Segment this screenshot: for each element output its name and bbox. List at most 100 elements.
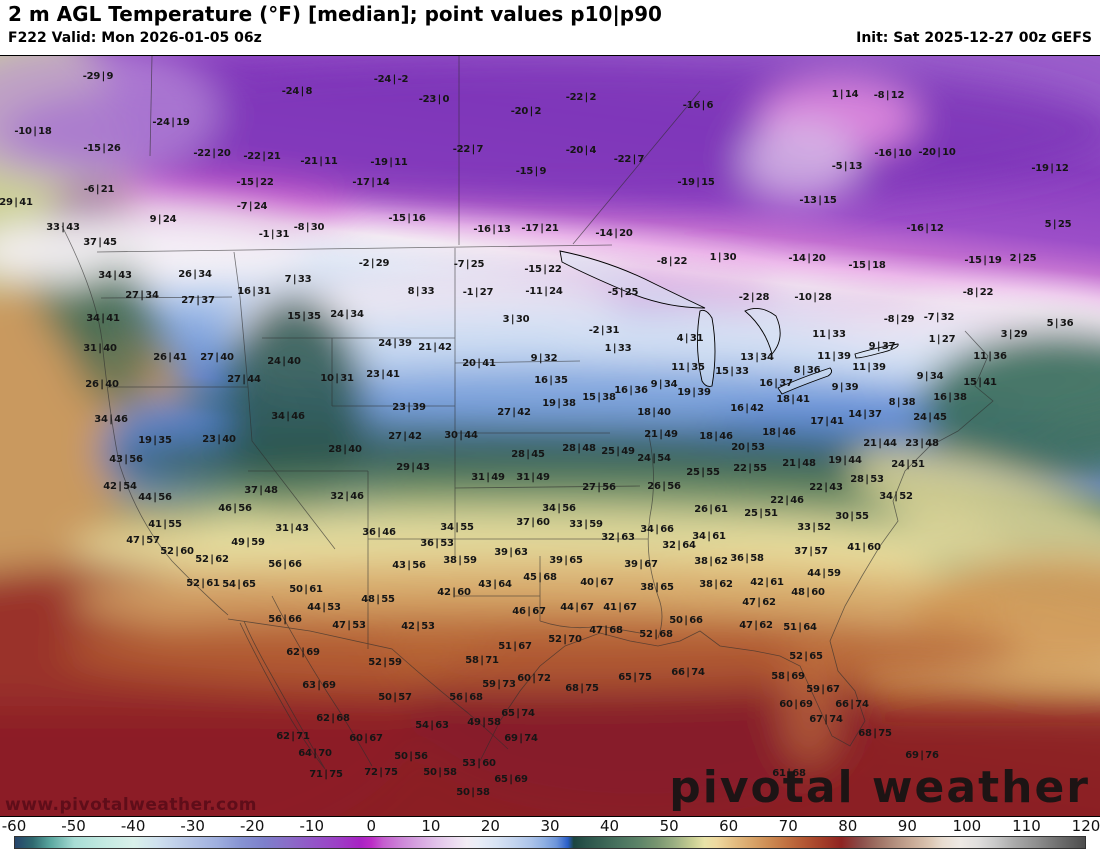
point-value-label: 24 | 39 — [378, 338, 412, 349]
colorbar-tick: 50 — [659, 817, 679, 835]
point-value-label: 47 | 62 — [739, 620, 773, 631]
point-value-label: 51 | 64 — [783, 622, 817, 633]
point-value-label: 11 | 39 — [817, 351, 851, 362]
point-value-label: 27 | 42 — [497, 407, 531, 418]
point-value-label: -2 | 28 — [738, 292, 770, 303]
point-value-label: 8 | 33 — [407, 286, 435, 297]
colorbar-tick: 80 — [838, 817, 858, 835]
point-value-label: -15 | 26 — [83, 143, 121, 154]
point-value-label: 62 | 71 — [276, 731, 310, 742]
point-value-label: -14 | 20 — [595, 228, 633, 239]
point-value-label: 30 | 44 — [444, 430, 478, 441]
point-value-label: 52 | 70 — [548, 634, 582, 645]
point-value-label: 27 | 37 — [181, 295, 215, 306]
point-value-label: 50 | 61 — [289, 584, 323, 595]
point-value-label: 61 | 68 — [772, 768, 806, 779]
point-value-label: 34 | 52 — [879, 491, 913, 502]
point-value-label: 28 | 45 — [511, 449, 545, 460]
point-value-label: 59 | 73 — [482, 679, 516, 690]
point-value-label: 9 | 39 — [831, 382, 859, 393]
point-value-label: -2 | 29 — [358, 258, 390, 269]
point-value-label: 16 | 35 — [534, 375, 568, 386]
point-value-label: 23 | 41 — [366, 369, 400, 380]
point-value-label: 18 | 46 — [699, 431, 733, 442]
point-value-label: -21 | 11 — [300, 156, 338, 167]
point-value-label: 1 | 33 — [604, 343, 632, 354]
point-value-label: 26 | 40 — [85, 379, 119, 390]
point-value-label: 52 | 59 — [368, 657, 402, 668]
point-value-label: 8 | 36 — [793, 365, 821, 376]
point-value-label: 16 | 36 — [614, 385, 648, 396]
point-value-label: 36 | 58 — [730, 553, 764, 564]
point-value-label: 27 | 44 — [227, 374, 261, 385]
point-value-label: 9 | 37 — [868, 341, 896, 352]
point-value-label: -29 | 9 — [82, 71, 114, 82]
point-value-label: 62 | 69 — [286, 647, 320, 658]
watermark-brand: pivotal weather — [669, 762, 1090, 813]
temperature-blobs — [0, 56, 1100, 816]
great-lakes — [559, 250, 899, 395]
point-value-label: -19 | 12 — [1031, 163, 1069, 174]
point-value-label: 38 | 62 — [699, 579, 733, 590]
point-value-label: 59 | 67 — [806, 684, 840, 695]
point-value-label: -24 | 8 — [281, 86, 313, 97]
point-value-label: 39 | 63 — [494, 547, 528, 558]
point-value-label: 51 | 67 — [498, 641, 532, 652]
point-value-label: -15 | 19 — [964, 255, 1002, 266]
point-value-label: 28 | 40 — [328, 444, 362, 455]
point-value-label: 19 | 39 — [677, 387, 711, 398]
colorbar-tick: 120 — [1071, 817, 1100, 835]
colorbar-tick: 20 — [480, 817, 500, 835]
point-value-label: 1 | 27 — [928, 334, 956, 345]
point-value-label: -11 | 24 — [525, 286, 563, 297]
point-value-label: 49 | 58 — [467, 717, 501, 728]
point-value-label: 21 | 42 — [418, 342, 452, 353]
point-value-label: 9 | 32 — [530, 353, 558, 364]
point-value-label: -6 | 21 — [83, 184, 115, 195]
point-value-label: 23 | 39 — [392, 402, 426, 413]
point-value-label: 26 | 56 — [647, 481, 681, 492]
point-value-label: 42 | 53 — [401, 621, 435, 632]
point-value-label: 37 | 57 — [794, 546, 828, 557]
point-value-label: -17 | 21 — [521, 223, 559, 234]
point-value-label: 43 | 64 — [478, 579, 512, 590]
point-value-label: 34 | 43 — [98, 270, 132, 281]
point-value-label: 19 | 44 — [828, 455, 862, 466]
point-value-label: 65 | 74 — [501, 708, 535, 719]
point-value-label: 69 | 74 — [504, 733, 538, 744]
point-value-label: 20 | 53 — [731, 442, 765, 453]
point-value-label: 48 | 60 — [791, 587, 825, 598]
point-value-label: 11 | 36 — [973, 351, 1007, 362]
colorbar-tick: 40 — [600, 817, 620, 835]
point-value-label: 44 | 67 — [560, 602, 594, 613]
point-value-label: 52 | 61 — [186, 578, 220, 589]
point-value-label: 9 | 34 — [916, 371, 944, 382]
point-value-label: 31 | 49 — [516, 472, 550, 483]
point-value-label: 4 | 31 — [676, 333, 704, 344]
map-canvas[interactable] — [0, 55, 1100, 817]
colorbar-tick: -30 — [180, 817, 205, 835]
point-value-label: -15 | 16 — [388, 213, 426, 224]
point-value-label: 21 | 44 — [863, 438, 897, 449]
point-value-label: -19 | 11 — [370, 157, 408, 168]
point-value-label: 53 | 60 — [462, 758, 496, 769]
colorbar-tick: -50 — [61, 817, 86, 835]
point-value-label: -8 | 22 — [656, 256, 688, 267]
temperature-field — [0, 56, 1100, 816]
state-borders — [61, 56, 994, 770]
point-value-label: 25 | 49 — [601, 446, 635, 457]
point-value-label: -8 | 12 — [873, 90, 905, 101]
point-value-label: 41 | 60 — [847, 542, 881, 553]
point-value-label: 23 | 48 — [905, 438, 939, 449]
point-value-label: 14 | 37 — [848, 409, 882, 420]
point-value-label: 32 | 63 — [601, 532, 635, 543]
point-value-label: 62 | 68 — [316, 713, 350, 724]
point-value-label: 18 | 40 — [637, 407, 671, 418]
point-value-label: 10 | 31 — [320, 373, 354, 384]
point-value-label: 36 | 53 — [420, 538, 454, 549]
point-value-label: 56 | 66 — [268, 559, 302, 570]
point-value-label: 60 | 72 — [517, 673, 551, 684]
point-value-label: 47 | 53 — [332, 620, 366, 631]
point-value-label: 50 | 56 — [394, 751, 428, 762]
point-value-label: 5 | 25 — [1044, 219, 1072, 230]
